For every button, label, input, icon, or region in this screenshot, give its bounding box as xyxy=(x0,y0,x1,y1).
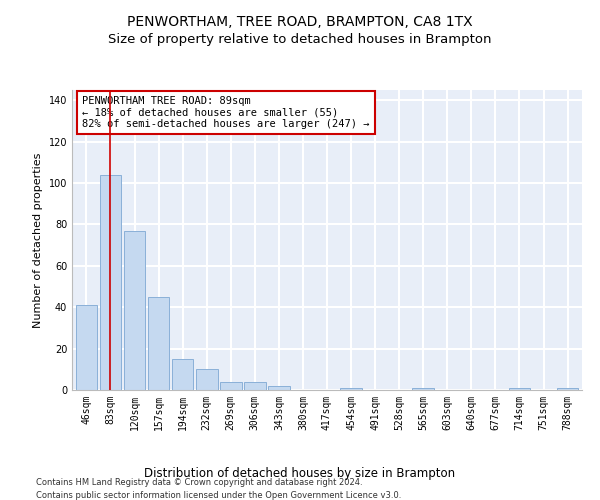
Bar xyxy=(76,305,97,390)
Bar xyxy=(412,388,434,390)
Bar xyxy=(220,382,242,390)
Bar xyxy=(196,370,218,390)
Bar xyxy=(268,386,290,390)
Bar xyxy=(244,382,266,390)
Bar xyxy=(557,388,578,390)
Bar xyxy=(172,359,193,390)
Y-axis label: Number of detached properties: Number of detached properties xyxy=(33,152,43,328)
Text: Size of property relative to detached houses in Brampton: Size of property relative to detached ho… xyxy=(108,32,492,46)
Bar xyxy=(100,175,121,390)
Bar xyxy=(509,388,530,390)
Bar xyxy=(148,297,169,390)
Text: Contains HM Land Registry data © Crown copyright and database right 2024.
Contai: Contains HM Land Registry data © Crown c… xyxy=(36,478,401,500)
Text: PENWORTHAM, TREE ROAD, BRAMPTON, CA8 1TX: PENWORTHAM, TREE ROAD, BRAMPTON, CA8 1TX xyxy=(127,15,473,29)
Bar xyxy=(124,230,145,390)
Text: Distribution of detached houses by size in Brampton: Distribution of detached houses by size … xyxy=(145,468,455,480)
Text: PENWORTHAM TREE ROAD: 89sqm
← 18% of detached houses are smaller (55)
82% of sem: PENWORTHAM TREE ROAD: 89sqm ← 18% of det… xyxy=(82,96,370,129)
Bar xyxy=(340,388,362,390)
